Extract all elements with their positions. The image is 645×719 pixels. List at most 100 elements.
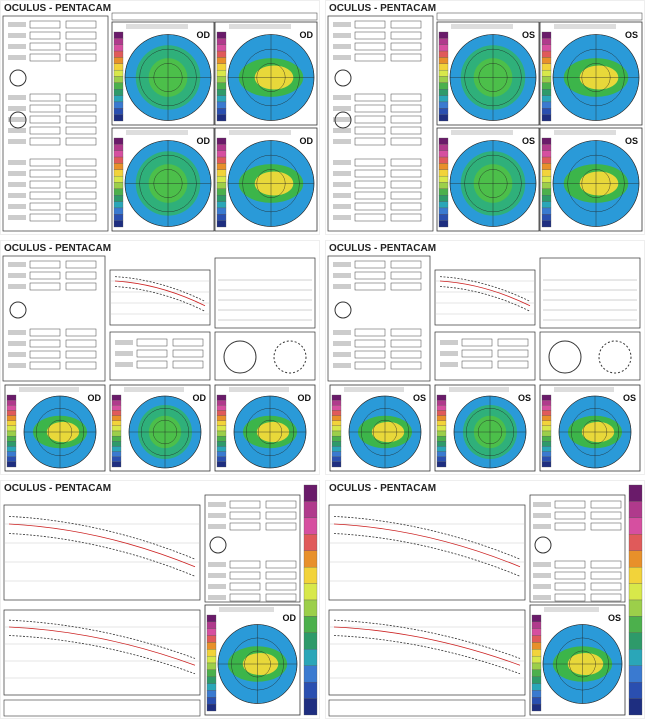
color-scale-step	[541, 430, 552, 437]
color-scale-step	[113, 188, 124, 196]
field-box	[554, 582, 586, 591]
field-box	[29, 137, 61, 146]
color-scale-step	[541, 425, 552, 432]
field-box	[390, 20, 422, 29]
field-box	[29, 53, 61, 62]
field-box	[390, 260, 422, 269]
color-scale-step	[113, 114, 124, 122]
color-scale-step	[206, 649, 217, 657]
color-scale-step	[331, 446, 342, 452]
field-box	[65, 20, 97, 29]
printout: OCULUS - PENTACAM OS OS OS	[325, 240, 645, 475]
field-label	[333, 204, 351, 209]
field-box	[65, 361, 97, 370]
color-scale-step	[331, 451, 342, 457]
color-scale-step	[531, 697, 542, 705]
color-scale-step	[628, 698, 643, 716]
plot-curve	[8, 523, 196, 568]
field-box	[29, 361, 61, 370]
field-box	[65, 158, 97, 167]
printout: OCULUS - PENTACAM OS	[325, 480, 645, 719]
color-scale-step	[541, 405, 552, 411]
plot-curve	[8, 533, 196, 577]
printout-title: OCULUS - PENTACAM	[329, 3, 436, 14]
field-box	[354, 126, 386, 135]
color-scale-step	[331, 430, 342, 437]
field-box	[554, 593, 586, 602]
color-scale-step	[541, 394, 552, 401]
color-scale-step	[438, 175, 449, 183]
printout: OCULUS - PENTACAM OS OS OS OS	[325, 0, 645, 235]
field-box	[354, 158, 386, 167]
color-scale-step	[541, 95, 552, 103]
field-box	[29, 169, 61, 178]
color-scale-step	[331, 456, 342, 463]
field-box	[65, 282, 97, 291]
color-scale-step	[628, 550, 643, 568]
field-box	[29, 350, 61, 359]
color-scale-step	[113, 57, 124, 64]
color-scale-step	[531, 703, 542, 712]
field-box	[390, 180, 422, 189]
header-bar	[111, 12, 318, 21]
field-box	[265, 582, 297, 591]
printout: OCULUS - PENTACAM OD OD OD	[0, 240, 320, 475]
color-scale-step	[113, 82, 124, 90]
field-box	[229, 500, 261, 509]
color-scale-step	[541, 188, 552, 196]
plot-frame	[328, 609, 526, 696]
field-box	[136, 349, 168, 358]
color-scale-step	[541, 76, 552, 84]
axis-diagram	[223, 340, 257, 374]
field-label	[333, 262, 351, 267]
color-scale-step	[541, 420, 552, 427]
color-scale-step	[216, 89, 227, 96]
field-box	[590, 593, 622, 602]
color-scale-step	[531, 683, 542, 691]
field-box	[354, 169, 386, 178]
color-scale-step	[113, 182, 124, 190]
field-box	[354, 361, 386, 370]
eye-label: OD	[300, 136, 314, 146]
color-scale-step	[541, 441, 552, 447]
field-box	[390, 191, 422, 200]
field-label	[533, 595, 551, 600]
field-box	[265, 571, 297, 580]
color-scale-step	[438, 207, 449, 215]
field-box	[136, 338, 168, 347]
field-box	[229, 511, 261, 520]
color-scale-step	[216, 44, 227, 52]
color-scale-step	[541, 214, 552, 221]
color-scale-step	[111, 451, 122, 457]
field-box	[354, 202, 386, 211]
color-scale-step	[331, 425, 342, 432]
color-scale-step	[6, 451, 17, 457]
color-scale-step	[541, 156, 552, 164]
field-box	[390, 53, 422, 62]
map-header	[554, 130, 616, 135]
field-label	[8, 117, 26, 122]
field-box	[354, 260, 386, 269]
color-scale-step	[628, 632, 643, 650]
eye-diagram	[334, 301, 352, 319]
eye-label: OS	[625, 30, 638, 40]
color-scale-step	[531, 649, 542, 657]
color-scale-step	[111, 425, 122, 432]
color-scale-step	[6, 399, 17, 406]
field-box	[390, 339, 422, 348]
color-scale-step	[206, 676, 217, 684]
color-scale-step	[113, 76, 124, 84]
color-scale-step	[216, 394, 227, 401]
color-scale-step	[541, 461, 552, 468]
eye-label: OS	[518, 393, 531, 403]
plot-curve	[333, 635, 521, 675]
field-label	[208, 513, 226, 518]
color-scale-step	[541, 63, 552, 71]
field-box	[354, 180, 386, 189]
field-box	[65, 191, 97, 200]
color-scale-step	[216, 451, 227, 457]
color-scale-step	[541, 201, 552, 209]
eye-diagram	[9, 111, 27, 129]
field-box	[29, 271, 61, 280]
axis-diagram	[598, 340, 632, 374]
